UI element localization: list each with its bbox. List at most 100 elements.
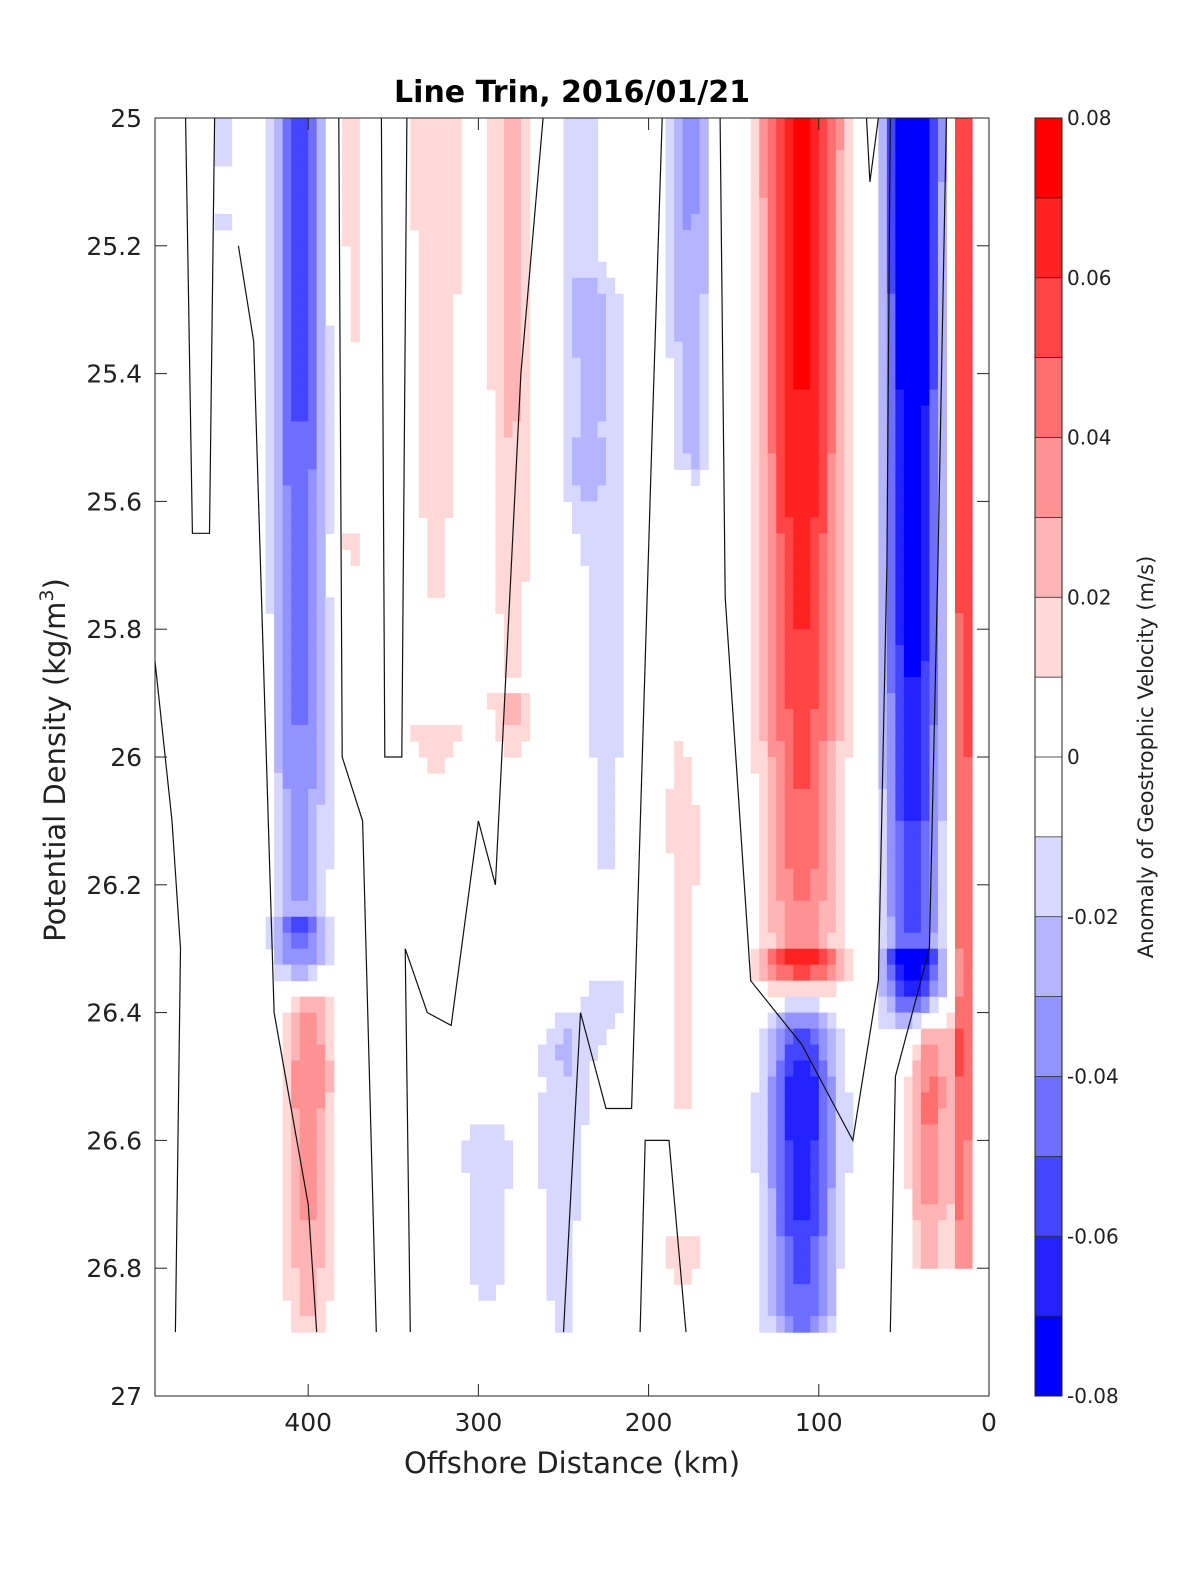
field-cell <box>342 213 352 231</box>
field-cell <box>325 1236 335 1253</box>
field-cell <box>520 469 531 487</box>
field-cell <box>691 1236 701 1253</box>
field-cell <box>274 293 284 311</box>
field-cell <box>810 1124 820 1141</box>
field-cell <box>776 341 786 359</box>
field-cell <box>291 677 301 694</box>
field-cell <box>767 884 777 902</box>
field-cell <box>759 197 769 215</box>
field-cell <box>495 453 505 471</box>
field-cell <box>920 485 931 502</box>
field-cell <box>827 213 837 231</box>
field-cell <box>801 741 811 758</box>
field-cell <box>512 693 522 710</box>
colorbar-tick-label: -0.04 <box>1067 1065 1119 1089</box>
field-cell <box>682 948 692 966</box>
field-cell <box>750 581 760 598</box>
field-cell <box>767 916 777 934</box>
field-cell <box>274 245 284 263</box>
field-cell <box>810 261 820 279</box>
field-cell <box>937 1172 948 1189</box>
field-cell <box>308 293 318 311</box>
field-cell <box>801 469 811 487</box>
field-cell <box>495 549 505 566</box>
field-cell <box>963 900 973 918</box>
field-cell <box>282 693 292 710</box>
field-cell <box>614 389 624 407</box>
field-cell <box>929 980 939 998</box>
field-cell <box>572 389 582 407</box>
field-cell <box>810 964 820 982</box>
field-cell <box>903 261 914 279</box>
field-cell <box>316 277 326 295</box>
field-cell <box>886 325 896 343</box>
field-cell <box>920 581 931 598</box>
field-cell <box>903 309 914 327</box>
field-cell <box>316 229 326 247</box>
field-cell <box>793 293 803 311</box>
field-cell <box>572 309 582 327</box>
field-cell <box>520 725 531 742</box>
field-cell <box>920 884 931 902</box>
field-cell <box>563 229 573 247</box>
field-cell <box>920 341 931 359</box>
field-cell <box>503 149 514 167</box>
field-cell <box>903 341 914 359</box>
field-cell <box>810 501 820 518</box>
field-cell <box>282 645 292 662</box>
field-cell <box>759 1124 769 1141</box>
field-cell <box>937 677 948 694</box>
field-cell <box>895 277 905 295</box>
field-cell <box>418 309 428 327</box>
field-cell <box>495 1236 505 1253</box>
field-cell <box>291 213 301 231</box>
field-cell <box>674 405 684 423</box>
field-cell <box>929 661 939 678</box>
field-cell <box>597 852 607 870</box>
y-tick-label: 25.6 <box>86 487 142 516</box>
field-cell <box>895 373 905 391</box>
field-cell <box>282 1012 292 1030</box>
field-cell <box>929 293 939 311</box>
field-cell <box>895 405 905 423</box>
field-cell <box>835 581 845 598</box>
field-cell <box>537 1172 548 1189</box>
field-cell <box>903 197 914 215</box>
field-cell <box>827 597 837 614</box>
field-cell <box>589 309 599 327</box>
field-cell <box>784 469 794 487</box>
field-cell <box>325 501 335 518</box>
field-cell <box>954 741 965 758</box>
field-cell <box>291 852 301 870</box>
field-cell <box>895 661 905 678</box>
field-cell <box>759 677 769 694</box>
field-cell <box>572 229 582 247</box>
field-cell <box>776 437 786 455</box>
field-cell <box>325 517 335 534</box>
field-cell <box>793 884 803 902</box>
field-cell <box>606 661 616 678</box>
field-cell <box>776 1124 786 1141</box>
y-tick-label: 25.8 <box>86 615 142 644</box>
field-cell <box>844 533 854 550</box>
field-cell <box>818 549 828 566</box>
field-cell <box>665 245 675 263</box>
field-cell <box>920 916 931 934</box>
field-cell <box>699 293 709 311</box>
field-cell <box>903 1108 914 1126</box>
field-cell <box>793 836 803 854</box>
field-cell <box>903 613 914 630</box>
field-cell <box>563 1204 573 1221</box>
field-cell <box>784 916 794 934</box>
field-cell <box>537 1108 548 1126</box>
field-cell <box>563 261 573 279</box>
field-cell <box>810 277 820 295</box>
field-cell <box>589 277 599 295</box>
field-cell <box>597 725 607 742</box>
field-cell <box>912 118 922 135</box>
field-cell <box>937 277 948 295</box>
field-cell <box>759 725 769 742</box>
field-cell <box>929 485 939 502</box>
field-cell <box>784 197 794 215</box>
field-cell <box>308 709 318 726</box>
